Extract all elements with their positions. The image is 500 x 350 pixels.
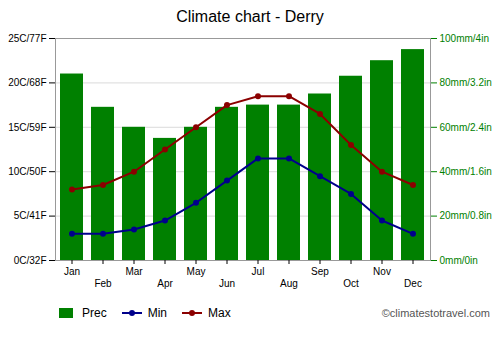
svg-text:25C/77F: 25C/77F xyxy=(8,33,46,44)
svg-text:100mm/4in: 100mm/4in xyxy=(440,33,489,44)
svg-text:0C/32F: 0C/32F xyxy=(14,255,47,266)
html-text:Climate chart - Derry: Climate chart - Derry xyxy=(176,8,324,25)
svg-text:15C/59F: 15C/59F xyxy=(8,122,46,133)
svg-text:May: May xyxy=(187,266,206,277)
svg-text:10C/50F: 10C/50F xyxy=(8,166,46,177)
svg-text:Mar: Mar xyxy=(125,266,143,277)
svg-text:0mm/0in: 0mm/0in xyxy=(440,255,478,266)
svg-text:Nov: Nov xyxy=(373,266,391,277)
svg-text:Jun: Jun xyxy=(219,278,235,289)
html-text:©climatestotravel.com: ©climatestotravel.com xyxy=(381,307,490,319)
svg-text:20C/68F: 20C/68F xyxy=(8,77,46,88)
svg-text:60mm/2.4in: 60mm/2.4in xyxy=(440,122,492,133)
svg-text:Oct: Oct xyxy=(343,278,359,289)
html-text:Min: Min xyxy=(147,306,167,320)
svg-text:20mm/0.8in: 20mm/0.8in xyxy=(440,210,492,221)
html-text:Prec: Prec xyxy=(82,306,107,320)
svg-text:5C/41F: 5C/41F xyxy=(14,210,47,221)
svg-text:80mm/3.2in: 80mm/3.2in xyxy=(440,77,492,88)
svg-text:Sep: Sep xyxy=(311,266,329,277)
svg-text:Dec: Dec xyxy=(404,278,422,289)
svg-text:Jan: Jan xyxy=(64,266,80,277)
svg-text:Aug: Aug xyxy=(280,278,298,289)
html-text:Max: Max xyxy=(208,306,231,320)
svg-text:Apr: Apr xyxy=(157,278,173,289)
svg-text:40mm/1.6in: 40mm/1.6in xyxy=(440,166,492,177)
svg-text:Feb: Feb xyxy=(94,278,112,289)
svg-text:Jul: Jul xyxy=(252,266,265,277)
